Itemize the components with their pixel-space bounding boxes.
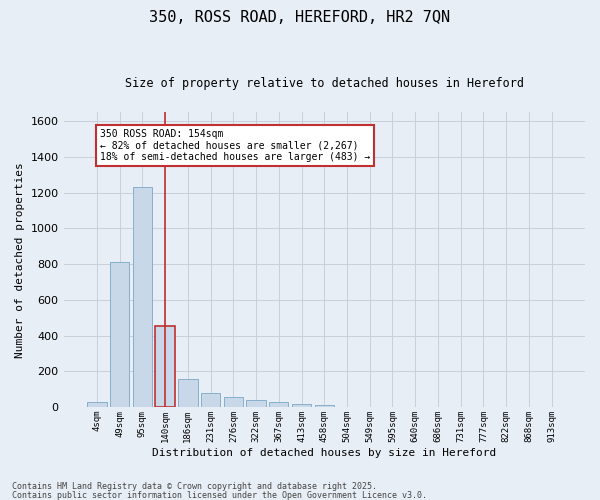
Bar: [87, 402, 107, 407]
Bar: [155, 326, 175, 407]
Y-axis label: Number of detached properties: Number of detached properties: [15, 162, 25, 358]
Text: 350, ROSS ROAD, HEREFORD, HR2 7QN: 350, ROSS ROAD, HEREFORD, HR2 7QN: [149, 10, 451, 25]
Bar: [110, 262, 130, 407]
Text: Contains public sector information licensed under the Open Government Licence v3: Contains public sector information licen…: [12, 490, 427, 500]
Text: 350 ROSS ROAD: 154sqm
← 82% of detached houses are smaller (2,267)
18% of semi-d: 350 ROSS ROAD: 154sqm ← 82% of detached …: [100, 128, 371, 162]
Bar: [269, 402, 289, 407]
Bar: [224, 397, 243, 407]
Text: Contains HM Land Registry data © Crown copyright and database right 2025.: Contains HM Land Registry data © Crown c…: [12, 482, 377, 491]
X-axis label: Distribution of detached houses by size in Hereford: Distribution of detached houses by size …: [152, 448, 496, 458]
Bar: [178, 380, 197, 407]
Bar: [201, 392, 220, 407]
Title: Size of property relative to detached houses in Hereford: Size of property relative to detached ho…: [125, 78, 524, 90]
Bar: [292, 404, 311, 407]
Bar: [314, 406, 334, 407]
Bar: [247, 400, 266, 407]
Bar: [133, 188, 152, 407]
